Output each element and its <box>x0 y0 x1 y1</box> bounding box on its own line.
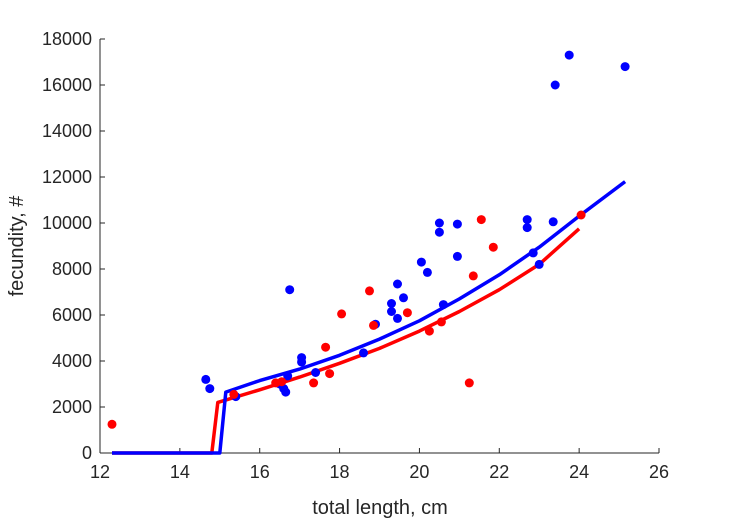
x-tick-label: 26 <box>649 462 669 482</box>
data-point <box>564 50 574 60</box>
data-point <box>434 227 444 237</box>
x-tick-label: 18 <box>330 462 350 482</box>
data-point <box>488 242 498 252</box>
data-point <box>201 374 211 384</box>
y-tick-label: 8000 <box>52 259 92 279</box>
data-point <box>285 285 295 295</box>
data-point <box>528 248 538 258</box>
data-point <box>522 215 532 225</box>
data-point <box>402 308 412 318</box>
data-point <box>436 317 446 327</box>
data-point <box>365 286 374 296</box>
data-point <box>548 217 558 227</box>
x-tick-label: 20 <box>409 462 429 482</box>
data-point <box>297 357 307 367</box>
y-tick-label: 12000 <box>42 167 92 187</box>
data-point <box>369 320 378 330</box>
y-tick-label: 2000 <box>52 397 92 417</box>
data-point <box>205 384 215 394</box>
data-point <box>452 219 462 229</box>
data-point <box>359 348 368 358</box>
fit-line <box>112 227 581 455</box>
y-tick-label: 16000 <box>42 75 92 95</box>
data-point <box>281 387 291 397</box>
data-point <box>620 62 630 72</box>
fit-line <box>112 180 627 455</box>
data-point <box>438 300 448 310</box>
data-points <box>107 50 630 429</box>
data-point <box>311 368 321 377</box>
data-point <box>107 419 117 429</box>
data-point <box>464 378 474 388</box>
data-point <box>229 389 239 399</box>
x-tick-label: 14 <box>170 462 190 482</box>
data-point <box>576 210 586 220</box>
data-point <box>337 309 347 319</box>
y-tick-label: 10000 <box>42 213 92 233</box>
data-point <box>387 307 396 316</box>
data-point <box>550 80 560 90</box>
data-point <box>283 371 293 381</box>
data-point <box>416 257 426 267</box>
data-point <box>321 342 331 352</box>
y-tick-label: 0 <box>82 443 92 463</box>
y-axis-label: fecundity, # <box>6 195 28 297</box>
y-tick-label: 14000 <box>42 121 92 141</box>
data-point <box>422 267 432 277</box>
data-point <box>424 326 434 336</box>
fit-lines <box>112 180 627 455</box>
data-point <box>325 369 335 379</box>
data-point <box>522 223 532 233</box>
data-point <box>468 271 478 281</box>
data-point <box>434 218 444 228</box>
y-tick-label: 4000 <box>52 351 92 371</box>
data-point <box>476 215 486 225</box>
data-point <box>393 279 402 289</box>
x-axis-label: total length, cm <box>312 497 448 519</box>
x-tick-label: 24 <box>569 462 589 482</box>
data-point <box>309 378 319 388</box>
data-point <box>387 299 396 308</box>
y-tick-label: 6000 <box>52 305 92 325</box>
x-tick-label: 12 <box>90 462 110 482</box>
x-tick-label: 16 <box>250 462 270 482</box>
axes: 12 14 16 18 20 22 24 26 0 2000 4000 6000 8000 10000 12… <box>42 29 669 482</box>
y-tick-label: 18000 <box>42 29 92 49</box>
data-point <box>393 313 402 323</box>
data-point <box>277 377 287 387</box>
data-point <box>534 259 544 269</box>
data-point <box>452 251 462 261</box>
x-tick-label: 22 <box>489 462 509 482</box>
data-point <box>399 293 408 303</box>
